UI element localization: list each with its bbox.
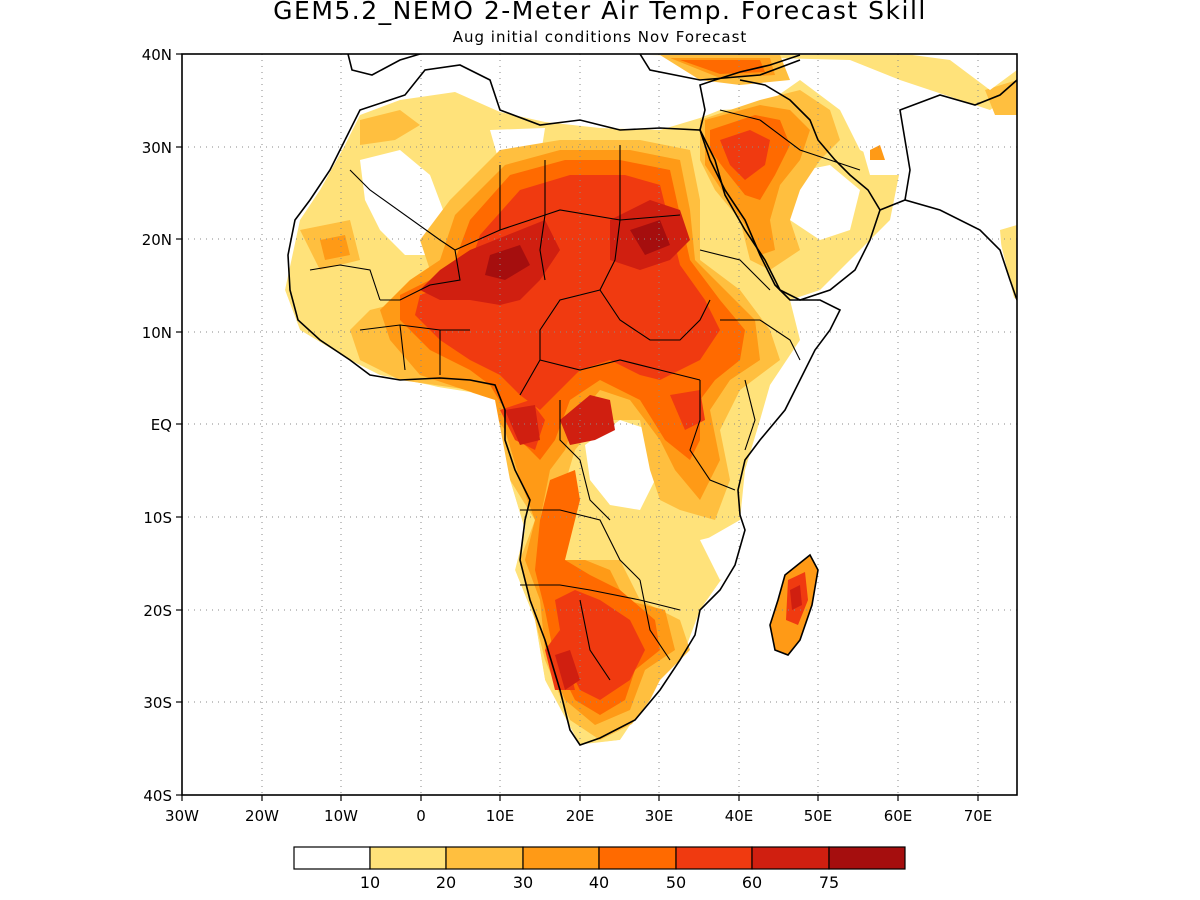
colorbar [293, 846, 906, 870]
lon-labels: 30W 20W 10W 0 10E 20E 30E 40E 50E 60E 70… [165, 807, 992, 825]
colorbar-label: 40 [589, 873, 609, 892]
map-title: GEM5.2_NEMO 2-Meter Air Temp. Forecast S… [273, 0, 927, 25]
axis-ticks [176, 53, 979, 801]
lat-label: 30N [142, 139, 172, 157]
colorbar-label: 20 [436, 873, 456, 892]
colorbar-swatch [522, 846, 600, 870]
colorbar-label: 60 [742, 873, 762, 892]
lat-label: 20S [143, 602, 172, 620]
lat-label: 40N [142, 46, 172, 64]
lon-label: 10E [486, 807, 515, 825]
colorbar-swatch [369, 846, 447, 870]
colorbar-swatch [293, 846, 371, 870]
lon-label: 40E [725, 807, 754, 825]
lat-label: 10N [142, 324, 172, 342]
lon-label: 30W [165, 807, 199, 825]
lat-label: 30S [143, 694, 172, 712]
colorbar-labels: 10 20 30 40 50 60 75 [360, 873, 839, 892]
lon-label: 70E [964, 807, 993, 825]
coastlines [287, 54, 1017, 746]
colorbar-swatch [828, 846, 906, 870]
map-subtitle: Aug initial conditions Nov Forecast [452, 28, 748, 46]
lon-label: 50E [804, 807, 833, 825]
colorbar-swatch [598, 846, 677, 870]
lat-label: 20N [142, 231, 172, 249]
colorbar-label: 10 [360, 873, 380, 892]
lon-label: 20E [566, 807, 595, 825]
lon-label: 10W [324, 807, 358, 825]
lat-labels: 40N 30N 20N 10N EQ 10S 20S 30S 40S [142, 46, 172, 805]
lat-label: 40S [143, 787, 172, 805]
colorbar-label: 50 [666, 873, 686, 892]
skill-field [182, 54, 1017, 795]
colorbar-label: 75 [819, 873, 839, 892]
colorbar-label: 30 [513, 873, 533, 892]
country-borders [309, 109, 861, 681]
lat-label: EQ [151, 416, 172, 434]
colorbar-swatch [675, 846, 753, 870]
colorbar-swatch [445, 846, 524, 870]
lon-label: 30E [645, 807, 674, 825]
lon-label: 20W [245, 807, 279, 825]
colorbar-swatch [751, 846, 830, 870]
lon-label: 0 [416, 807, 426, 825]
lon-label: 60E [884, 807, 913, 825]
lat-label: 10S [143, 509, 172, 527]
